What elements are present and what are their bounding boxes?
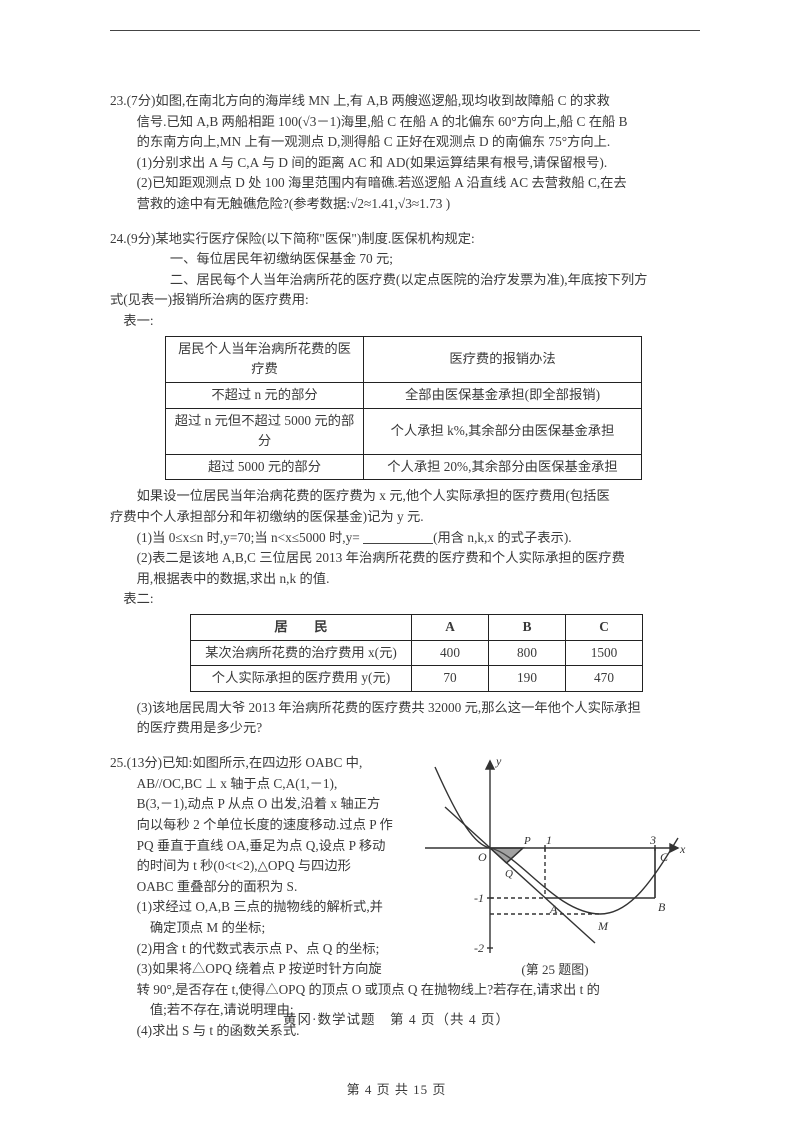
- question-25: 25.(13分)已知:如图所示,在四边形 OABC 中, AB//OC,BC ⊥…: [110, 753, 700, 1042]
- top-rule: [110, 30, 700, 31]
- table-row: 不超过 n 元的部分 全部由医保基金承担(即全部报销): [166, 382, 642, 408]
- q23-part1: (1)分别求出 A 与 C,A 与 D 间的距离 AC 和 AD(如果运算结果有…: [137, 153, 700, 174]
- q25-p3b: 转 90°,是否存在 t,使得△OPQ 的顶点 O 或顶点 Q 在抛物线上?若存…: [137, 980, 700, 1001]
- q24-p1a: (1)当 0≤x≤n 时,y=70;当 n<x≤5000 时,y=: [137, 530, 363, 545]
- svg-text:C: C: [660, 850, 669, 864]
- q25-l6: 的时间为 t 秒(0<t<2),△OPQ 与四边形: [137, 856, 415, 877]
- t2-r1C: 1500: [566, 640, 643, 666]
- svg-text:-1: -1: [474, 891, 484, 905]
- svg-text:y: y: [495, 754, 502, 768]
- t2-r2C: 470: [566, 666, 643, 692]
- q25-p2: (2)用含 t 的代数式表示点 P、点 Q 的坐标;: [137, 939, 415, 960]
- q24-rule2: 二、居民每个人当年治病所花的医疗费(以定点医院的治疗发票为准),年底按下列方: [170, 270, 700, 291]
- q23-line1: 23.(7分)如图,在南北方向的海岸线 MN 上,有 A,B 两艘巡逻船,现均收…: [110, 91, 700, 112]
- q24-p2a: (2)表二是该地 A,B,C 三位居民 2013 年治病所花费的医疗费和个人实际…: [137, 548, 700, 569]
- svg-text:B: B: [658, 900, 666, 914]
- svg-text:x: x: [679, 842, 686, 856]
- q23-line3: 的东南方向上,MN 上有一观测点 D,测得船 C 正好在观测点 D 的南偏东 7…: [137, 132, 700, 153]
- t2-hC: C: [566, 615, 643, 641]
- svg-text:1: 1: [546, 833, 552, 847]
- t1-r2c1: 超过 n 元但不超过 5000 元的部分: [166, 408, 364, 454]
- table-row: 居民个人当年治病所花费的医疗费 医疗费的报销办法: [166, 336, 642, 382]
- svg-text:O: O: [478, 850, 487, 864]
- table-row: 个人实际承担的医疗费用 y(元) 70 190 470: [191, 666, 643, 692]
- q24-rule1: 一、每位居民年初缴纳医保基金 70 元;: [170, 249, 700, 270]
- t2-r1B: 800: [489, 640, 566, 666]
- svg-text:P: P: [523, 835, 531, 847]
- t1-r3c1: 超过 5000 元的部分: [166, 454, 364, 480]
- t1-h1: 居民个人当年治病所花费的医疗费: [166, 336, 364, 382]
- table-row: 某次治病所花费的治疗费用 x(元) 400 800 1500: [191, 640, 643, 666]
- q25-p1b: 确定顶点 M 的坐标;: [150, 918, 415, 939]
- t1-h2: 医疗费的报销办法: [364, 336, 642, 382]
- q25-l5: PQ 垂直于直线 OA,垂足为点 Q,设点 P 移动: [137, 836, 415, 857]
- t2-r2A: 70: [412, 666, 489, 692]
- q25-p3a: (3)如果将△OPQ 绕着点 P 按逆时针方向旋: [137, 959, 415, 980]
- t2-r1h: 某次治病所花费的治疗费用 x(元): [191, 640, 412, 666]
- svg-text:M: M: [597, 919, 609, 933]
- q24-p3b: 的医疗费用是多少元?: [137, 718, 700, 739]
- q25-figure: O P 1 3 C x y -1 -2 Q A B M (第 25 题图): [420, 753, 690, 980]
- t2-r2h: 个人实际承担的医疗费用 y(元): [191, 666, 412, 692]
- t2-r2B: 190: [489, 666, 566, 692]
- q23-line2: 信号.已知 A,B 两船相距 100(√3－1)海里,船 C 在船 A 的北偏东…: [137, 112, 700, 133]
- question-23: 23.(7分)如图,在南北方向的海岸线 MN 上,有 A,B 两艘巡逻船,现均收…: [110, 91, 700, 215]
- q24-p3a: (3)该地居民周大爷 2013 年治病所花费的医疗费共 32000 元,那么这一…: [137, 698, 700, 719]
- table-row: 超过 n 元但不超过 5000 元的部分 个人承担 k%,其余部分由医保基金承担: [166, 408, 642, 454]
- q25-caption: (第 25 题图): [420, 960, 690, 980]
- svg-text:3: 3: [649, 833, 656, 847]
- svg-text:-2: -2: [474, 941, 484, 955]
- q24-rule2b: 式(见表一)报销所治病的医疗费用:: [110, 290, 700, 311]
- q24-mid1: 如果设一位居民当年治病花费的医疗费为 x 元,他个人实际承担的医疗费用(包括医: [110, 486, 700, 507]
- q24-p1b: (用含 n,k,x 的式子表示).: [433, 530, 572, 545]
- t1-r3c2: 个人承担 20%,其余部分由医保基金承担: [364, 454, 642, 480]
- q24-mid2: 疗费中个人承担部分和年初缴纳的医保基金)记为 y 元.: [110, 507, 700, 528]
- q25-l4: 向以每秒 2 个单位长度的速度移动.过点 P 作: [137, 815, 415, 836]
- t1-r2c2: 个人承担 k%,其余部分由医保基金承担: [364, 408, 642, 454]
- t1-r1c2: 全部由医保基金承担(即全部报销): [364, 382, 642, 408]
- q25-l7: OABC 重叠部分的面积为 S.: [137, 877, 415, 898]
- q24-p2b: 用,根据表中的数据,求出 n,k 的值.: [137, 569, 700, 590]
- blank-line: [363, 529, 433, 543]
- table1-label: 表一:: [123, 313, 153, 328]
- t2-hB: B: [489, 615, 566, 641]
- t1-r1c1: 不超过 n 元的部分: [166, 382, 364, 408]
- table-row: 超过 5000 元的部分 个人承担 20%,其余部分由医保基金承担: [166, 454, 642, 480]
- svg-text:A: A: [549, 902, 558, 916]
- table-row: 居 民 A B C: [191, 615, 643, 641]
- q23-part2b: 营救的途中有无触礁危险?(参考数据:√2≈1.41,√3≈1.73 ): [137, 194, 700, 215]
- page-footer: 第 4 页 共 15 页: [0, 1080, 793, 1100]
- table-1: 居民个人当年治病所花费的医疗费 医疗费的报销办法 不超过 n 元的部分 全部由医…: [165, 336, 642, 481]
- t2-h0: 居 民: [191, 615, 412, 641]
- paper-footer: 黄冈·数学试题 第 4 页（共 4 页）: [0, 1010, 793, 1031]
- q23-part2a: (2)已知距观测点 D 处 100 海里范围内有暗礁.若巡逻船 A 沿直线 AC…: [137, 173, 700, 194]
- table2-label: 表二:: [123, 591, 153, 606]
- table-2: 居 民 A B C 某次治病所花费的治疗费用 x(元) 400 800 1500…: [190, 614, 643, 692]
- q25-p1a: (1)求经过 O,A,B 三点的抛物线的解析式,并: [137, 897, 415, 918]
- q24-part1: (1)当 0≤x≤n 时,y=70;当 n<x≤5000 时,y= (用含 n,…: [137, 528, 700, 549]
- q25-l2: AB//OC,BC ⊥ x 轴于点 C,A(1,－1),: [137, 774, 415, 795]
- q25-heading: 25.(13分)已知:如图所示,在四边形 OABC 中,: [110, 753, 415, 774]
- svg-text:Q: Q: [505, 868, 513, 880]
- question-24: 24.(9分)某地实行医疗保险(以下简称"医保")制度.医保机构规定: 一、每位…: [110, 229, 700, 739]
- q24-heading: 24.(9分)某地实行医疗保险(以下简称"医保")制度.医保机构规定:: [110, 229, 700, 250]
- q25-l3: B(3,－1),动点 P 从点 O 出发,沿着 x 轴正方: [137, 794, 415, 815]
- t2-hA: A: [412, 615, 489, 641]
- t2-r1A: 400: [412, 640, 489, 666]
- parabola-diagram: O P 1 3 C x y -1 -2 Q A B M: [420, 753, 690, 958]
